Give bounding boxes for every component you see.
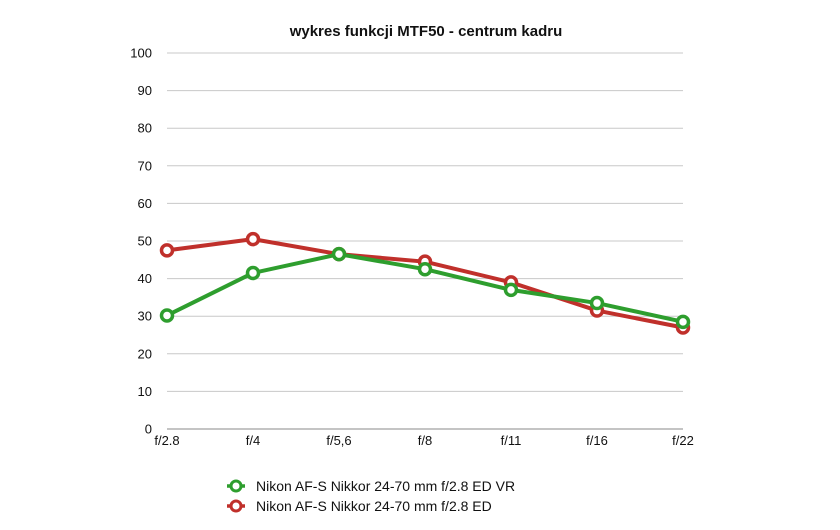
legend-item: Nikon AF-S Nikkor 24-70 mm f/2.8 ED VR xyxy=(227,478,515,494)
chart-title: wykres funkcji MTF50 - centrum kadru xyxy=(289,23,563,40)
legend-swatch-marker xyxy=(229,499,243,513)
y-tick-label: 30 xyxy=(138,309,152,324)
legend-swatch-marker xyxy=(229,479,243,493)
x-tick-label: f/4 xyxy=(246,433,260,448)
x-axis-tick-labels: f/2.8 f/4 f/5,6 f/8 f/11 f/16 f/22 xyxy=(154,433,693,448)
y-axis-tick-labels: 0 10 20 30 40 50 60 70 80 90 100 xyxy=(130,46,152,437)
x-tick-label: f/5,6 xyxy=(326,433,351,448)
data-point xyxy=(245,265,261,281)
data-point xyxy=(159,308,175,323)
y-tick-label: 0 xyxy=(145,422,152,437)
legend-label: Nikon AF-S Nikkor 24-70 mm f/2.8 ED VR xyxy=(256,478,515,494)
data-point xyxy=(589,295,605,311)
x-tick-label: f/22 xyxy=(672,433,694,448)
data-point xyxy=(675,314,691,330)
y-tick-label: 50 xyxy=(138,234,152,249)
series-1 xyxy=(159,231,691,335)
x-tick-label: f/11 xyxy=(501,433,522,448)
data-point xyxy=(159,243,175,258)
x-tick-label: f/16 xyxy=(586,433,608,448)
series-line xyxy=(165,237,685,330)
data-point xyxy=(245,231,261,247)
y-tick-label: 20 xyxy=(138,346,152,361)
data-point xyxy=(331,246,347,262)
y-tick-label: 70 xyxy=(138,158,152,173)
x-tick-label: f/8 xyxy=(418,433,432,448)
y-tick-label: 60 xyxy=(138,196,152,211)
data-point xyxy=(417,261,433,277)
y-tick-label: 40 xyxy=(138,271,152,286)
series-0 xyxy=(159,246,691,330)
legend-label: Nikon AF-S Nikkor 24-70 mm f/2.8 ED xyxy=(256,498,492,514)
series-lines xyxy=(159,231,691,335)
legend-item: Nikon AF-S Nikkor 24-70 mm f/2.8 ED xyxy=(227,498,492,514)
y-tick-label: 80 xyxy=(138,121,152,136)
y-tick-label: 10 xyxy=(138,384,152,399)
x-tick-label: f/2.8 xyxy=(154,433,179,448)
legend: Nikon AF-S Nikkor 24-70 mm f/2.8 ED VR Ni… xyxy=(227,478,515,514)
data-point xyxy=(503,282,519,298)
y-tick-label: 100 xyxy=(130,46,152,61)
y-tick-label: 90 xyxy=(138,83,152,98)
